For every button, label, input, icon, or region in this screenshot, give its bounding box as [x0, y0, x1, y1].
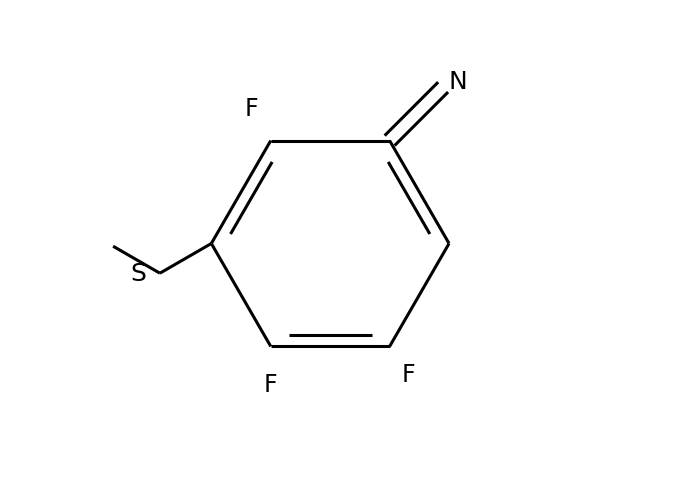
Text: F: F: [245, 97, 258, 121]
Text: S: S: [130, 262, 147, 285]
Text: F: F: [402, 362, 415, 386]
Text: N: N: [449, 70, 468, 94]
Text: F: F: [264, 372, 278, 396]
